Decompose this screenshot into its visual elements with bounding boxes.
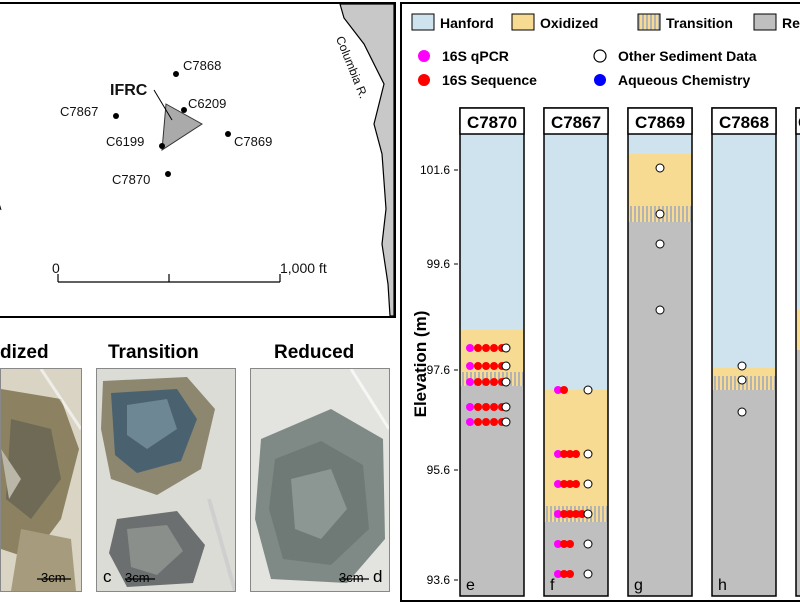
legend-label-sequence: 16S Sequence bbox=[442, 72, 537, 88]
legend-marker-sequence bbox=[418, 74, 430, 86]
scale-zero-label: 0 bbox=[52, 260, 60, 276]
legend-label-qpcr: 16S qPCR bbox=[442, 48, 509, 64]
well-label-c7867: C7867 bbox=[60, 104, 99, 119]
well-label-c7868: C7868 bbox=[183, 58, 222, 73]
well-dot-c6209 bbox=[181, 107, 187, 113]
well-label-c6209: C6209 bbox=[188, 96, 227, 111]
legend-swatch-oxidized bbox=[511, 13, 535, 31]
scale-end-label: 1,000 ft bbox=[280, 260, 327, 276]
photo-scale-reduced: 3cm bbox=[339, 570, 364, 585]
photo-scale-transition: 3cm bbox=[125, 570, 150, 585]
column-header-partial: C bbox=[798, 113, 800, 132]
core-column-partial: C i bbox=[795, 107, 800, 597]
column-header-c7868: C7868 bbox=[719, 113, 769, 132]
well-label-c7870: C7870 bbox=[112, 172, 151, 187]
ifrc-leader-line bbox=[153, 89, 173, 121]
legend-swatch-hanford bbox=[411, 13, 435, 31]
column-header-c7867: C7867 bbox=[551, 113, 601, 132]
y-tick-95-6: 95.6 bbox=[427, 463, 451, 477]
legend-marker-qpcr bbox=[418, 50, 430, 62]
site-map-panel: IFRC C7868 C6209 C7867 C6199 C7869 C7870… bbox=[0, 2, 396, 318]
photo-oxidized: 3cm bbox=[0, 368, 82, 592]
well-dot-c7868 bbox=[173, 71, 179, 77]
legend-swatch-reduced bbox=[753, 13, 777, 31]
column-letter-e: e bbox=[466, 577, 475, 594]
sediment-photo-row: dized Transition Reduced 3cm c 3cm bbox=[0, 330, 396, 600]
column-letter-h: h bbox=[718, 577, 727, 594]
photo-scale-oxidized: 3cm bbox=[41, 570, 66, 585]
elevation-profile-figure: Hanford Oxidized Transition Re 16S qPCR … bbox=[411, 13, 800, 597]
photo-title-oxidized: dized bbox=[0, 342, 49, 363]
legend-label-transition: Transition bbox=[666, 15, 733, 31]
photo-title-reduced: Reduced bbox=[274, 342, 355, 363]
core-column-c7869: C7869 g bbox=[627, 107, 693, 597]
y-tick-93-6: 93.6 bbox=[427, 573, 451, 587]
core-column-c7867: C7867 f bbox=[543, 107, 609, 597]
well-dot-c7869 bbox=[225, 131, 231, 137]
legend-marker-other-sediment bbox=[593, 49, 607, 63]
legend-marker-aqueous bbox=[594, 74, 606, 86]
well-dot-c7870 bbox=[165, 171, 171, 177]
photo-transition: c 3cm bbox=[96, 368, 236, 592]
y-axis-label: Elevation (m) bbox=[411, 311, 430, 418]
y-tick-101-6: 101.6 bbox=[420, 163, 450, 177]
column-header-c7869: C7869 bbox=[635, 113, 685, 132]
elevation-profile-panel: Hanford Oxidized Transition Re 16S qPCR … bbox=[400, 2, 800, 602]
ifrc-site-triangle bbox=[161, 103, 203, 151]
y-tick-97-6: 97.6 bbox=[427, 363, 451, 377]
ifrc-label: IFRC bbox=[110, 82, 148, 99]
column-header-c7870: C7870 bbox=[467, 113, 517, 132]
photo-title-transition: Transition bbox=[108, 342, 199, 363]
well-label-c7869: C7869 bbox=[234, 134, 273, 149]
y-tick-99-6: 99.6 bbox=[427, 257, 451, 271]
photo-letter-d: d bbox=[373, 567, 383, 586]
legend-label-other-sediment: Other Sediment Data bbox=[618, 48, 757, 64]
well-label-c6199: C6199 bbox=[106, 134, 145, 149]
photo-letter-c: c bbox=[103, 567, 112, 586]
legend-label-oxidized: Oxidized bbox=[540, 15, 598, 31]
legend-label-hanford: Hanford bbox=[440, 15, 494, 31]
core-column-c7868: C7868 h bbox=[711, 107, 777, 597]
core-column-c7870: C7870 e bbox=[459, 107, 525, 597]
legend-label-reduced: Re bbox=[782, 15, 800, 31]
column-letter-f: f bbox=[550, 577, 555, 594]
legend-swatch-transition bbox=[637, 13, 661, 31]
column-letter-g: g bbox=[634, 577, 643, 594]
legend-label-aqueous: Aqueous Chemistry bbox=[618, 72, 750, 88]
photo-reduced: 3cm d bbox=[250, 368, 390, 592]
well-dot-c7867 bbox=[113, 113, 119, 119]
well-dot-c6199 bbox=[159, 143, 165, 149]
